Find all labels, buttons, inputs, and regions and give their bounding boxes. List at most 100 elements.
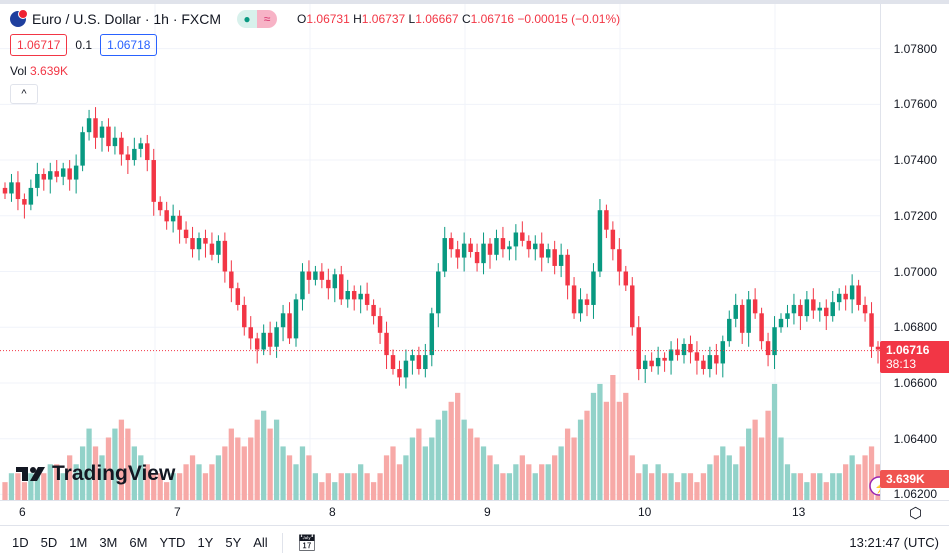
volume-bar <box>532 473 538 500</box>
volume-bar <box>286 455 293 500</box>
volume-bar <box>261 410 267 500</box>
volume-bar <box>610 375 616 500</box>
candle-body <box>306 271 312 280</box>
candle-body <box>565 254 570 286</box>
candle-body <box>429 313 435 356</box>
volume-bar <box>202 473 209 500</box>
volume-bar <box>189 455 196 500</box>
collapse-legend-button[interactable]: ^ <box>10 84 38 104</box>
sell-button[interactable]: 1.06717 <box>10 34 68 56</box>
candle-body <box>733 304 738 319</box>
volume-bar <box>687 473 694 500</box>
volume-bar <box>797 473 804 500</box>
candle-body <box>455 249 460 258</box>
volume-bar <box>383 455 390 500</box>
candle-body <box>869 313 874 347</box>
price-tick: 1.07800 <box>893 41 937 56</box>
delayed-data-icon: ≈ <box>257 10 278 28</box>
volume-bar <box>157 473 163 500</box>
market-open-dot-icon: ● <box>237 10 258 28</box>
range-all[interactable]: All <box>253 535 268 550</box>
candle-body <box>157 201 163 211</box>
candle-body <box>578 299 583 314</box>
candle-body <box>707 355 713 370</box>
candle-body <box>688 343 693 353</box>
candle-body <box>345 291 350 300</box>
volume-bar <box>603 401 610 500</box>
time-axis[interactable]: 6 7 8 9 10 13 ⬡ <box>0 500 949 526</box>
lightning-icon[interactable] <box>869 476 880 496</box>
lightning-glyph: ⚡ <box>874 480 880 494</box>
volume-bar <box>15 473 21 500</box>
candle-body <box>138 143 144 149</box>
volume-bar <box>105 437 112 500</box>
volume-bar <box>758 437 765 500</box>
volume-bar <box>720 446 726 500</box>
market-status[interactable]: ● ≈ <box>237 10 278 28</box>
volume-bar <box>707 464 713 500</box>
volume-bar <box>649 473 655 500</box>
price-axis[interactable]: 1.07800 1.07600 1.07400 1.07200 1.07000 1.068… <box>880 4 949 501</box>
volume-bar <box>248 437 254 500</box>
range-1d[interactable]: 1D <box>12 535 29 550</box>
volume-bar <box>164 482 170 500</box>
eu-us-flag-icon <box>10 9 28 27</box>
volume-bar <box>784 464 791 500</box>
candle-body <box>410 355 415 361</box>
volume-bar <box>222 446 228 500</box>
candle-body <box>183 229 189 239</box>
volume-bar <box>273 419 280 500</box>
symbol-title[interactable]: Euro / U.S. Dollar · 1h · FXCM <box>32 11 222 27</box>
chart-pane[interactable]: ⚡ <box>0 4 880 500</box>
candle-body <box>423 355 428 370</box>
candle-body <box>203 238 208 244</box>
volume-bar <box>552 455 558 500</box>
range-5d[interactable]: 5D <box>40 535 58 550</box>
candle-body <box>856 285 861 305</box>
range-5y[interactable]: 5Y <box>225 535 242 550</box>
volume-bar <box>448 401 454 500</box>
candle-body <box>487 243 493 255</box>
window-top-border <box>0 0 949 4</box>
volume-bar <box>409 437 416 500</box>
tradingview-logo[interactable]: TradingView <box>16 462 175 486</box>
candle-body <box>545 249 551 258</box>
range-3m[interactable]: 3M <box>99 535 118 550</box>
range-1m[interactable]: 1M <box>69 535 88 550</box>
range-1y[interactable]: 1Y <box>197 535 214 550</box>
candle-body <box>73 165 79 180</box>
volume-bar <box>467 428 474 500</box>
volume-bar <box>493 464 500 500</box>
candle-body <box>145 143 150 161</box>
go-to-date-icon[interactable]: 📅︎ <box>296 534 318 552</box>
candle-body <box>242 304 247 328</box>
candle-body <box>765 341 771 356</box>
candle-body <box>668 349 674 361</box>
candle-body <box>60 168 66 177</box>
last-volume-label: 3.639K <box>880 470 949 488</box>
range-ytd[interactable]: YTD <box>159 535 186 550</box>
candle-body <box>351 291 357 300</box>
settings-gear-icon[interactable]: ⬡ <box>909 505 923 522</box>
volume-bar <box>700 473 707 500</box>
volume-bar <box>370 482 377 500</box>
buy-button[interactable]: 1.06718 <box>100 34 158 56</box>
utc-clock[interactable]: 13:21:47 (UTC) <box>849 535 939 550</box>
volume-bar <box>739 446 745 500</box>
candle-body <box>675 349 680 356</box>
volume-bar <box>280 446 286 500</box>
volume-bar <box>358 464 364 500</box>
volume-bar <box>299 446 306 500</box>
candle-body <box>862 304 868 314</box>
candle-body <box>662 357 667 361</box>
price-tick: 1.06400 <box>893 431 937 446</box>
candle-body <box>630 285 635 328</box>
volume-legend: Vol 3.639K <box>10 64 69 78</box>
range-6m[interactable]: 6M <box>129 535 148 550</box>
volume-bar <box>390 446 396 500</box>
volume-bar <box>267 428 273 500</box>
time-tick: 13 <box>792 505 806 519</box>
volume-bar <box>8 473 15 500</box>
volume-bar <box>41 473 47 500</box>
volume-bar <box>416 428 422 500</box>
